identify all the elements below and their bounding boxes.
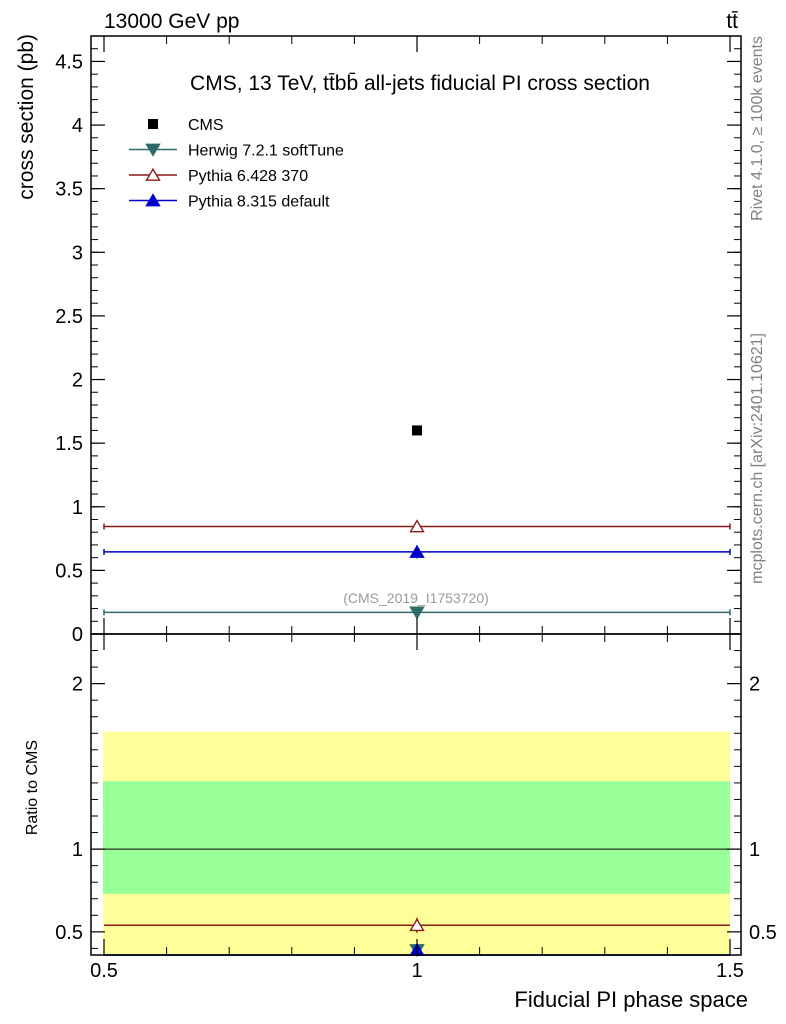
legend-marker-0 [148, 119, 158, 129]
process-label: tt̄ [726, 10, 738, 33]
rivet-label: Rivet 4.1.0, ≥ 100k events [749, 36, 766, 221]
energy-label: 13000 GeV pp [104, 10, 239, 33]
ratio-frame [90, 633, 742, 956]
legend-label-2: Pythia 6.428 370 [188, 168, 308, 185]
xtick-label: 1.5 [716, 960, 744, 982]
main-ytick-label: 1 [72, 497, 83, 519]
main-ytick-label: 3.5 [55, 179, 83, 201]
ratio-ytick-label: 2 [72, 674, 83, 696]
ratio-ytick-label-right: 1 [749, 839, 760, 861]
x-axis-label: Fiducial PI phase space [514, 987, 748, 1012]
series-marker-3 [409, 544, 425, 558]
legend-marker-3 [145, 193, 161, 207]
ratio-marker-1 [409, 917, 425, 932]
chart-title: CMS, 13 TeV, tt̄bb̄ all-jets fiducial PI… [190, 72, 650, 95]
legend-label-1: Herwig 7.2.1 softTune [188, 143, 344, 160]
main-ytick-label: 3 [72, 242, 83, 264]
xtick-label: 0.5 [90, 960, 118, 982]
series-marker-2 [409, 519, 425, 533]
ratio-ytick-label-right: 2 [749, 674, 760, 696]
series-marker-0 [412, 425, 422, 436]
mcplots-label: mcplots.cern.ch [arXiv:2401.10621] [749, 333, 766, 584]
ratio-ytick-label: 1 [72, 839, 83, 861]
main-ytick-label: 0.5 [55, 560, 83, 582]
legend: CMS Herwig 7.2.1 softTune Pythia 6.428 370… [129, 117, 344, 211]
legend-label-0: CMS [188, 117, 224, 134]
ratio-ytick-label: 0.5 [55, 922, 83, 944]
ratio-ytick-label-right: 0.5 [749, 922, 777, 944]
main-ytick-label: 4 [72, 115, 83, 137]
xtick-label: 1 [411, 960, 422, 982]
analysis-label: (CMS_2019_I1753720) [343, 590, 489, 606]
legend-marker-2 [145, 167, 161, 181]
main-ytick-label: 0 [72, 624, 83, 646]
main-ytick-label: 2.5 [55, 306, 83, 328]
ratio-band-inner-uncertainty [103, 781, 730, 894]
y-axis-label: cross section (pb) [15, 34, 38, 200]
series-marker-1 [409, 606, 425, 620]
main-ytick-label: 2 [72, 370, 83, 392]
legend-label-3: Pythia 8.315 default [188, 194, 330, 211]
legend-marker-1 [145, 143, 161, 157]
main-ytick-label: 1.5 [55, 433, 83, 455]
ratio-y-axis-label: Ratio to CMS [24, 740, 41, 835]
main-ytick-label: 4.5 [55, 51, 83, 73]
